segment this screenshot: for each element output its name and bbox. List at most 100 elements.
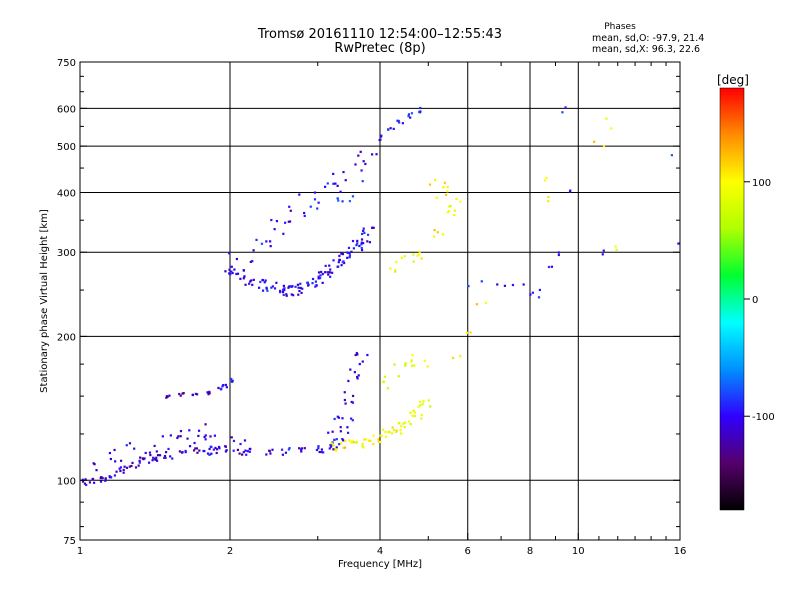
data-point [219,387,222,390]
data-point [610,127,613,130]
data-point [128,442,132,445]
data-point [355,244,358,247]
data-point [283,287,286,290]
data-point [465,331,469,334]
data-point [265,453,268,456]
data-point [143,457,146,460]
data-point [353,371,356,374]
data-point [340,264,343,267]
data-point [282,288,285,291]
data-point [356,375,359,379]
data-point [125,466,129,469]
data-point [335,446,338,449]
data-point [217,445,221,449]
data-point [348,439,351,442]
data-point [341,417,344,420]
data-point [337,199,340,202]
data-point [184,449,187,453]
grid-lines [80,62,680,540]
data-point [348,256,351,259]
data-point [537,296,541,299]
data-point [287,448,290,451]
data-point [332,172,335,176]
data-point [372,226,375,229]
data-point [289,209,292,212]
data-point [410,360,413,363]
data-point [179,435,182,438]
data-point [265,286,268,289]
data-point [113,448,116,452]
data-point [194,447,197,450]
data-point [251,283,254,286]
data-point [351,195,355,198]
data-point [351,439,354,442]
data-point [265,287,268,291]
data-point [407,113,411,116]
data-point [195,393,199,396]
data-point [271,448,274,451]
data-point [235,257,239,261]
data-point [155,458,158,461]
data-point [423,359,426,362]
data-point [300,448,303,451]
data-point [480,280,483,283]
data-point [255,238,258,241]
x-tick-label: 10 [572,546,585,557]
data-point [269,240,272,243]
data-point [208,453,211,456]
data-point [214,446,217,450]
data-point [411,354,414,357]
data-point [285,294,288,297]
data-point [348,200,351,203]
x-axis: 1 2 4 6 8 10 16 [77,62,686,557]
data-point [204,434,207,437]
data-point [285,293,288,296]
data-point [81,478,84,481]
data-point [92,481,96,484]
data-point [114,460,117,463]
data-point [545,176,548,180]
data-point [290,285,293,288]
data-point [93,463,96,466]
data-point [303,214,306,218]
data-point [236,448,240,452]
data-point [383,375,387,378]
data-point [342,446,345,449]
data-point [342,439,345,442]
data-point [343,446,347,449]
data-point [209,445,212,448]
data-point [362,160,365,163]
data-point [248,450,251,453]
data-point [307,284,310,287]
data-point [282,284,285,287]
data-point [313,191,317,194]
data-point [398,121,401,124]
data-point [207,393,210,396]
data-point [294,285,297,288]
data-point [242,277,245,280]
data-point [336,184,339,187]
data-point [354,163,357,166]
data-point [184,450,187,454]
data-point [426,365,429,368]
data-point [352,441,355,444]
data-point [427,399,430,402]
data-point [269,452,272,455]
data-point [275,281,278,284]
data-point [392,429,396,432]
data-point [557,253,560,257]
data-point [232,439,236,443]
data-point [615,248,618,251]
data-point [370,153,374,156]
data-point [677,242,680,245]
data-point [384,435,388,438]
data-point [367,439,371,442]
data-point [547,195,550,199]
data-point [335,449,338,452]
colorbar-tick-label: 100 [752,178,771,189]
data-point [351,394,355,398]
data-point [252,278,255,281]
data-point [360,248,364,252]
data-point [164,456,167,460]
